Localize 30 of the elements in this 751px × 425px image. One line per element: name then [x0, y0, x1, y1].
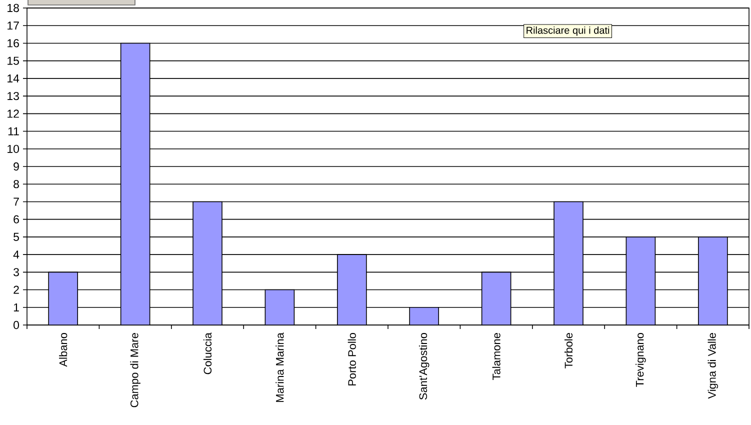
y-tick-label: 16 [8, 39, 19, 48]
x-tick-label: Torbole [564, 333, 573, 368]
y-tick-label: 0 [14, 320, 20, 330]
y-tick-label: 3 [14, 268, 19, 276]
x-tick-label: Coluccia [203, 332, 212, 374]
x-tick-label: Trevignano [636, 333, 646, 387]
y-tick-label: 9 [14, 162, 19, 171]
y-tick-label: 12 [8, 110, 19, 118]
y-tick-label: 17 [8, 22, 19, 30]
y-tick-label: 6 [14, 215, 19, 224]
y-tick-label: 11 [8, 127, 19, 136]
x-tick-label: Sant'Agostino [418, 333, 430, 400]
y-tick-label: 7 [14, 198, 19, 206]
x-tick-label: Vigna di Valle [708, 333, 718, 399]
x-tick-label: Campo di Mare [130, 333, 140, 408]
y-tick-label: 13 [8, 92, 19, 100]
x-tick-label: Porto Pollo [348, 333, 356, 386]
y-tick-label: 4 [13, 250, 20, 259]
annotation: Rilasciare qui i dati [526, 26, 610, 36]
y-tick-label: 14 [8, 74, 20, 82]
y-tick-label: 8 [14, 180, 19, 188]
y-tick-label: 18 [8, 4, 19, 12]
x-tick-label: Albano [59, 333, 68, 367]
y-tick-label: 10 [8, 144, 20, 153]
y-tick-label: 5 [14, 232, 19, 241]
x-tick-label: Talamone [492, 333, 500, 380]
y-tick-label: 15 [8, 56, 19, 65]
y-tick-label: 2 [14, 286, 19, 294]
y-tick-label: 1 [14, 303, 19, 312]
x-tick-label: Marina Marina [276, 332, 284, 402]
